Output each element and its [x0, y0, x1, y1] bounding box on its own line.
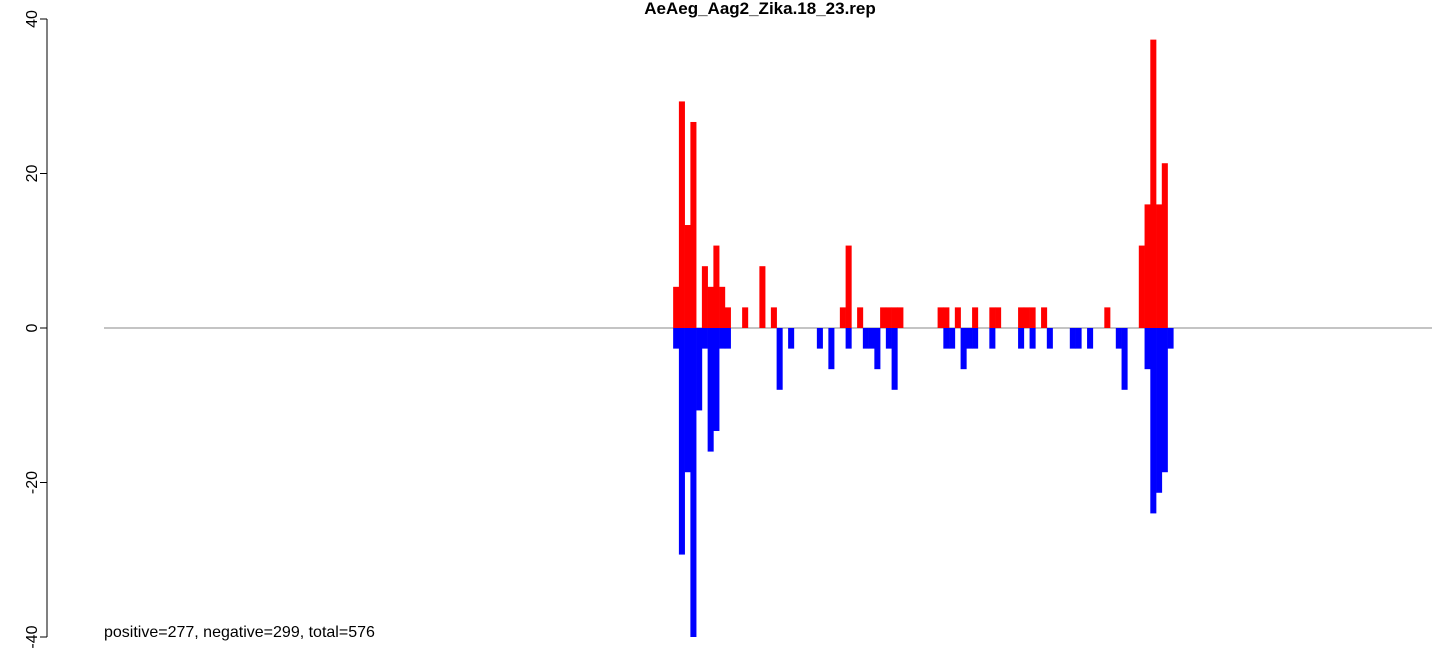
bar	[828, 328, 835, 370]
bar	[989, 307, 996, 328]
bar	[885, 328, 892, 349]
bar	[1150, 39, 1157, 328]
y-tick-label: 20	[24, 165, 41, 183]
bar	[885, 307, 892, 328]
bar	[1018, 328, 1025, 349]
bar	[1075, 328, 1082, 349]
bar	[966, 328, 973, 349]
bar	[770, 307, 777, 328]
chart-title: AeAeg_Aag2_Zika.18_23.rep	[644, 0, 876, 18]
bar	[880, 307, 887, 328]
bar	[678, 328, 685, 555]
bar	[690, 121, 697, 329]
bar	[696, 328, 703, 411]
bar	[1069, 328, 1076, 349]
bar	[960, 328, 967, 370]
bar	[845, 328, 852, 349]
bar	[816, 328, 823, 349]
bar	[891, 307, 898, 328]
bar	[1167, 328, 1174, 349]
bar	[788, 328, 795, 349]
bar	[943, 307, 950, 328]
bar	[857, 307, 864, 328]
bar	[868, 328, 875, 349]
bar	[724, 307, 731, 328]
bar	[673, 286, 680, 328]
bar	[707, 328, 714, 452]
bar	[1018, 307, 1025, 328]
bar	[1150, 328, 1157, 514]
y-tick-label: 0	[24, 323, 41, 332]
bar	[707, 286, 714, 328]
bar	[1156, 328, 1163, 493]
bar	[874, 328, 881, 370]
bar	[954, 307, 961, 328]
bar	[972, 307, 979, 328]
bar	[1138, 245, 1145, 328]
bar	[701, 266, 708, 328]
bar	[1023, 307, 1030, 328]
bar	[1156, 204, 1163, 328]
y-tick-label: -20	[24, 471, 41, 494]
bar	[1104, 307, 1111, 328]
bar	[678, 101, 685, 328]
bar	[1121, 328, 1128, 390]
bar	[776, 328, 783, 390]
bar	[1144, 204, 1151, 328]
y-tick-label: 40	[24, 10, 41, 28]
bar	[713, 328, 720, 431]
bar	[713, 245, 720, 328]
bar	[845, 245, 852, 328]
bar	[724, 328, 731, 349]
bar	[1161, 328, 1168, 473]
bar	[839, 307, 846, 328]
bar	[1029, 328, 1036, 349]
bar	[1115, 328, 1122, 349]
y-tick-label: -40	[24, 625, 41, 648]
bar	[989, 328, 996, 349]
bar	[891, 328, 898, 390]
bar	[1046, 328, 1053, 349]
bar	[1161, 163, 1168, 328]
bar	[949, 328, 956, 349]
bar	[742, 307, 749, 328]
bar	[719, 286, 726, 328]
bar	[719, 328, 726, 349]
bar	[937, 307, 944, 328]
bar	[1144, 328, 1151, 370]
bar	[1029, 307, 1036, 328]
bar	[972, 328, 979, 349]
annotation: positive=277, negative=299, total=576	[104, 624, 375, 641]
bar	[943, 328, 950, 349]
bar	[1041, 307, 1048, 328]
bar	[690, 328, 697, 637]
bar	[684, 328, 691, 473]
bar	[1087, 328, 1094, 349]
bar	[759, 266, 766, 328]
bar	[701, 328, 708, 349]
bar	[862, 328, 869, 349]
bar	[897, 307, 904, 328]
bar	[673, 328, 680, 349]
bar	[995, 307, 1002, 328]
bar	[684, 225, 691, 328]
